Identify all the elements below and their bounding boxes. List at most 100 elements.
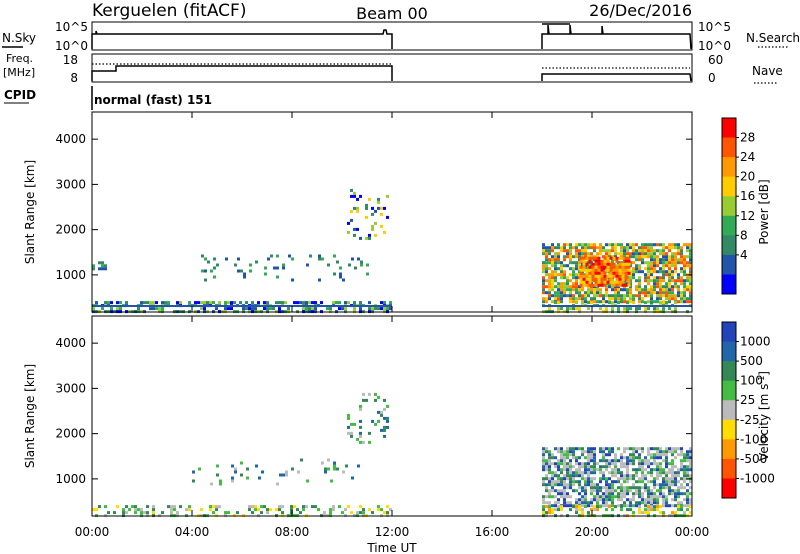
range-gate-cell: [362, 392, 365, 396]
range-gate-cell: [557, 498, 560, 502]
range-gate-cell: [333, 254, 336, 258]
range-gate-cell: [545, 462, 548, 466]
range-gate-cell: [588, 280, 592, 284]
range-gate-cell: [608, 471, 611, 475]
range-gate-cell: [593, 489, 596, 493]
range-gate-cell: [674, 489, 677, 493]
range-gate-cell: [611, 288, 614, 292]
range-gate-cell: [680, 508, 683, 512]
range-gate-cell: [650, 279, 653, 283]
range-gate-cell: [641, 477, 644, 481]
range-gate-cell: [278, 505, 281, 509]
range-gate-cell: [591, 271, 595, 275]
range-gate-cell: [563, 504, 566, 508]
range-gate-cell: [620, 300, 623, 304]
range-gate-cell: [677, 447, 680, 451]
range-gate-cell: [557, 285, 560, 289]
range-gate-cell: [572, 480, 575, 484]
range-gate-cell: [293, 505, 296, 509]
range-gate-cell: [368, 233, 371, 237]
range-gate-cell: [231, 476, 234, 480]
range-gate-cell: [249, 263, 252, 267]
range-gate-cell: [569, 483, 572, 487]
colorbar-swatch: [722, 380, 736, 401]
range-gate-cell: [560, 447, 563, 451]
range-gate-cell: [554, 301, 557, 305]
range-gate-cell: [554, 246, 557, 250]
range-gate-cell: [635, 456, 638, 460]
range-gate-cell: [554, 267, 557, 271]
range-gate-cell: [665, 255, 668, 259]
range-gate-cell: [563, 243, 566, 247]
range-gate-cell: [623, 249, 626, 253]
range-gate-cell: [620, 486, 623, 490]
range-gate-cell: [593, 477, 596, 481]
range-gate-cell: [587, 468, 590, 472]
range-gate-cell: [275, 301, 278, 305]
range-gate-cell: [611, 501, 614, 505]
range-gate-cell: [638, 279, 641, 283]
range-gate-cell: [668, 468, 671, 472]
range-gate-cell: [615, 259, 619, 263]
range-gate-cell: [659, 297, 662, 301]
range-gate-cell: [569, 255, 572, 259]
range-gate-cell: [212, 301, 215, 305]
range-gate-cell: [671, 471, 674, 475]
range-gate-cell: [665, 246, 668, 250]
range-gate-cell: [333, 464, 336, 468]
range-gate-cell: [686, 450, 689, 454]
range-gate-cell: [101, 307, 104, 311]
colorbar-tick-label: 500: [740, 354, 763, 368]
range-gate-cell: [593, 505, 596, 509]
range-gate-cell: [551, 471, 554, 475]
range-gate-cell: [689, 291, 692, 295]
colorbar-swatch: [722, 196, 736, 217]
range-gate-cell: [635, 294, 638, 298]
range-gate-cell: [593, 288, 596, 292]
range-gate-cell: [329, 511, 332, 515]
range-gate-cell: [572, 505, 575, 509]
range-gate-cell: [620, 477, 623, 481]
range-gate-cell: [575, 301, 578, 305]
colorbar-tick-label: 25: [740, 393, 755, 407]
range-gate-cell: [566, 249, 569, 253]
range-gate-cell: [602, 255, 605, 259]
range-gate-cell: [644, 261, 647, 265]
range-gate-cell: [359, 301, 362, 305]
range-gate-cell: [563, 486, 566, 490]
range-gate-cell: [686, 483, 689, 487]
range-gate-cell: [575, 471, 578, 475]
range-gate-cell: [626, 288, 629, 292]
range-gate-cell: [578, 498, 581, 502]
range-gate-cell: [641, 462, 644, 466]
range-gate-cell: [626, 492, 629, 496]
range-gate-cell: [366, 272, 369, 276]
range-gate-cell: [605, 453, 608, 457]
range-gate-cell: [542, 285, 545, 289]
range-gate-cell: [551, 300, 554, 304]
range-gate-cell: [638, 297, 641, 301]
range-gate-cell: [683, 465, 686, 469]
range-gate-cell: [683, 288, 686, 292]
nave-tick-high: 60: [708, 53, 723, 67]
range-gate-cell: [602, 300, 605, 304]
range-gate-cell: [674, 456, 677, 460]
range-gate-cell: [668, 471, 671, 475]
range-gate-cell: [572, 261, 575, 265]
range-gate-cell: [599, 252, 602, 256]
range-gate-cell: [614, 474, 617, 478]
range-gate-cell: [650, 246, 653, 250]
range-gate-cell: [551, 462, 554, 466]
range-gate-cell: [647, 492, 650, 496]
range-gate-cell: [255, 464, 258, 468]
range-gate-cell: [594, 268, 598, 272]
range-gate-cell: [594, 277, 598, 281]
range-gate-cell: [638, 285, 641, 289]
range-gate-cell: [149, 301, 152, 305]
range-gate-cell: [620, 508, 623, 512]
range-gate-cell: [365, 398, 368, 402]
range-gate-cell: [665, 261, 668, 265]
range-gate-cell: [584, 505, 587, 509]
range-gate-cell: [213, 257, 216, 261]
range-gate-cell: [605, 492, 608, 496]
